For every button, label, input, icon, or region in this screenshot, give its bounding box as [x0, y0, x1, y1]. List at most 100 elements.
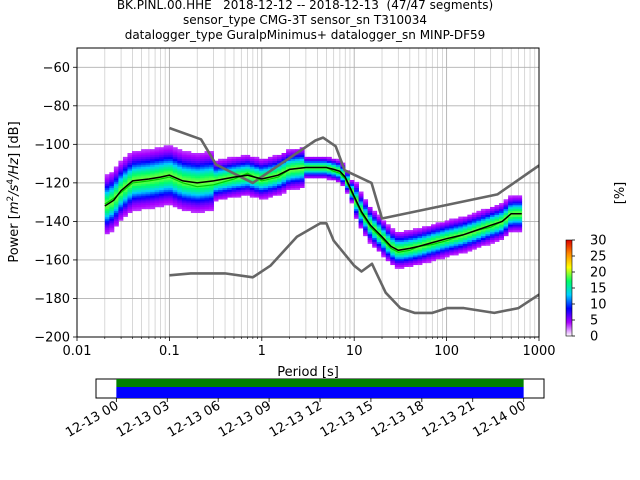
heatmap-cell — [453, 245, 459, 248]
heatmap-cell — [150, 176, 156, 179]
heatmap-cell — [467, 220, 473, 223]
heatmap-cell — [358, 218, 364, 221]
heatmap-cell — [109, 214, 115, 217]
heatmap-cell — [209, 160, 214, 163]
heatmap-cell — [512, 220, 518, 223]
heatmap-cell — [326, 172, 332, 175]
heatmap-cell — [127, 185, 133, 188]
time-tick-label: 12-13 12 — [267, 398, 325, 440]
heatmap-cell — [204, 170, 210, 173]
heatmap-cell — [195, 183, 201, 187]
heatmap-cell — [267, 160, 273, 163]
heatmap-cell — [494, 206, 500, 210]
heatmap-cell — [132, 193, 137, 196]
heatmap-cell — [213, 187, 219, 190]
heatmap-cell — [290, 179, 296, 183]
heatmap-cell — [313, 168, 319, 171]
heatmap-cell — [150, 189, 156, 192]
heatmap-cell — [132, 187, 137, 190]
heatmap-cell — [199, 154, 205, 158]
heatmap-cell — [104, 195, 110, 198]
heatmap-cell — [499, 222, 504, 225]
heatmap-cell — [141, 197, 146, 200]
heatmap-cell — [159, 154, 165, 158]
heatmap-cell — [159, 205, 165, 208]
heatmap-cell — [431, 231, 437, 235]
heatmap-cell — [458, 230, 464, 233]
heatmap-cell — [417, 262, 423, 266]
heatmap-cell — [254, 166, 260, 169]
heatmap-cell — [127, 166, 133, 169]
heatmap-cell — [503, 218, 509, 221]
heatmap-cell — [462, 220, 468, 223]
heatmap-cell — [512, 218, 518, 221]
heatmap-cell — [426, 255, 432, 258]
heatmap-cell — [326, 176, 332, 179]
heatmap-cell — [218, 172, 224, 175]
heatmap-cell — [113, 191, 119, 194]
heatmap-cell — [440, 241, 446, 244]
heatmap-cell — [236, 189, 242, 192]
heatmap-cell — [344, 185, 350, 188]
heatmap-cell — [195, 205, 201, 208]
heatmap-cell — [494, 224, 500, 227]
heatmap-cell — [186, 187, 192, 190]
heatmap-cell — [367, 230, 373, 233]
heatmap-cell — [150, 154, 156, 158]
heatmap-cell — [440, 237, 446, 241]
heatmap-cell — [376, 247, 382, 250]
heatmap-cell — [222, 185, 228, 188]
heatmap-cell — [372, 216, 378, 219]
heatmap-cell — [186, 193, 192, 196]
heatmap-cell — [109, 216, 115, 219]
heatmap-cell — [190, 195, 196, 198]
heatmap-cell — [494, 220, 500, 223]
heatmap-cell — [204, 206, 210, 210]
heatmap-cell — [177, 158, 183, 162]
heatmap-cell — [127, 153, 133, 156]
heatmap-cell — [367, 239, 373, 242]
heatmap-cell — [263, 191, 269, 194]
heatmap-cell — [390, 231, 396, 235]
x-tick-label: 0.1 — [159, 344, 180, 359]
heatmap-cell — [426, 230, 432, 233]
heatmap-cell — [168, 145, 174, 148]
heatmap-cell — [109, 199, 115, 202]
heatmap-cell — [204, 189, 210, 192]
heatmap-cell — [349, 195, 355, 198]
heatmap-cell — [172, 189, 178, 192]
heatmap-cell — [281, 168, 287, 171]
heatmap-cell — [458, 249, 464, 252]
heatmap-cell — [512, 197, 518, 200]
heatmap-cell — [177, 191, 183, 194]
heatmap-cell — [104, 206, 110, 210]
heatmap-cell — [471, 243, 477, 246]
heatmap-cell — [385, 247, 391, 250]
heatmap-cell — [453, 239, 459, 242]
heatmap-cell — [299, 156, 305, 160]
heatmap-cell — [136, 195, 142, 198]
heatmap-cell — [209, 170, 214, 173]
heatmap-cell — [141, 156, 146, 160]
heatmap-cell — [512, 208, 518, 212]
heatmap-cell — [354, 214, 359, 217]
heatmap-cell — [426, 231, 432, 235]
heatmap-cell — [462, 233, 468, 237]
heatmap-cell — [209, 197, 214, 200]
heatmap-cell — [308, 174, 314, 177]
heatmap-cell — [290, 149, 296, 152]
heatmap-cell — [335, 158, 341, 162]
heatmap-cell — [322, 158, 328, 162]
heatmap-cell — [213, 193, 219, 196]
heatmap-cell — [231, 193, 237, 196]
heatmap-cell — [154, 201, 160, 204]
heatmap-cell — [299, 158, 305, 162]
heatmap-cell — [159, 185, 165, 188]
heatmap-cell — [281, 162, 287, 165]
heatmap-cell — [367, 206, 373, 210]
heatmap-cell — [358, 224, 364, 227]
heatmap-cell — [385, 226, 391, 229]
heatmap-cell — [403, 257, 409, 260]
heatmap-cell — [181, 151, 187, 154]
heatmap-cell — [258, 172, 264, 175]
